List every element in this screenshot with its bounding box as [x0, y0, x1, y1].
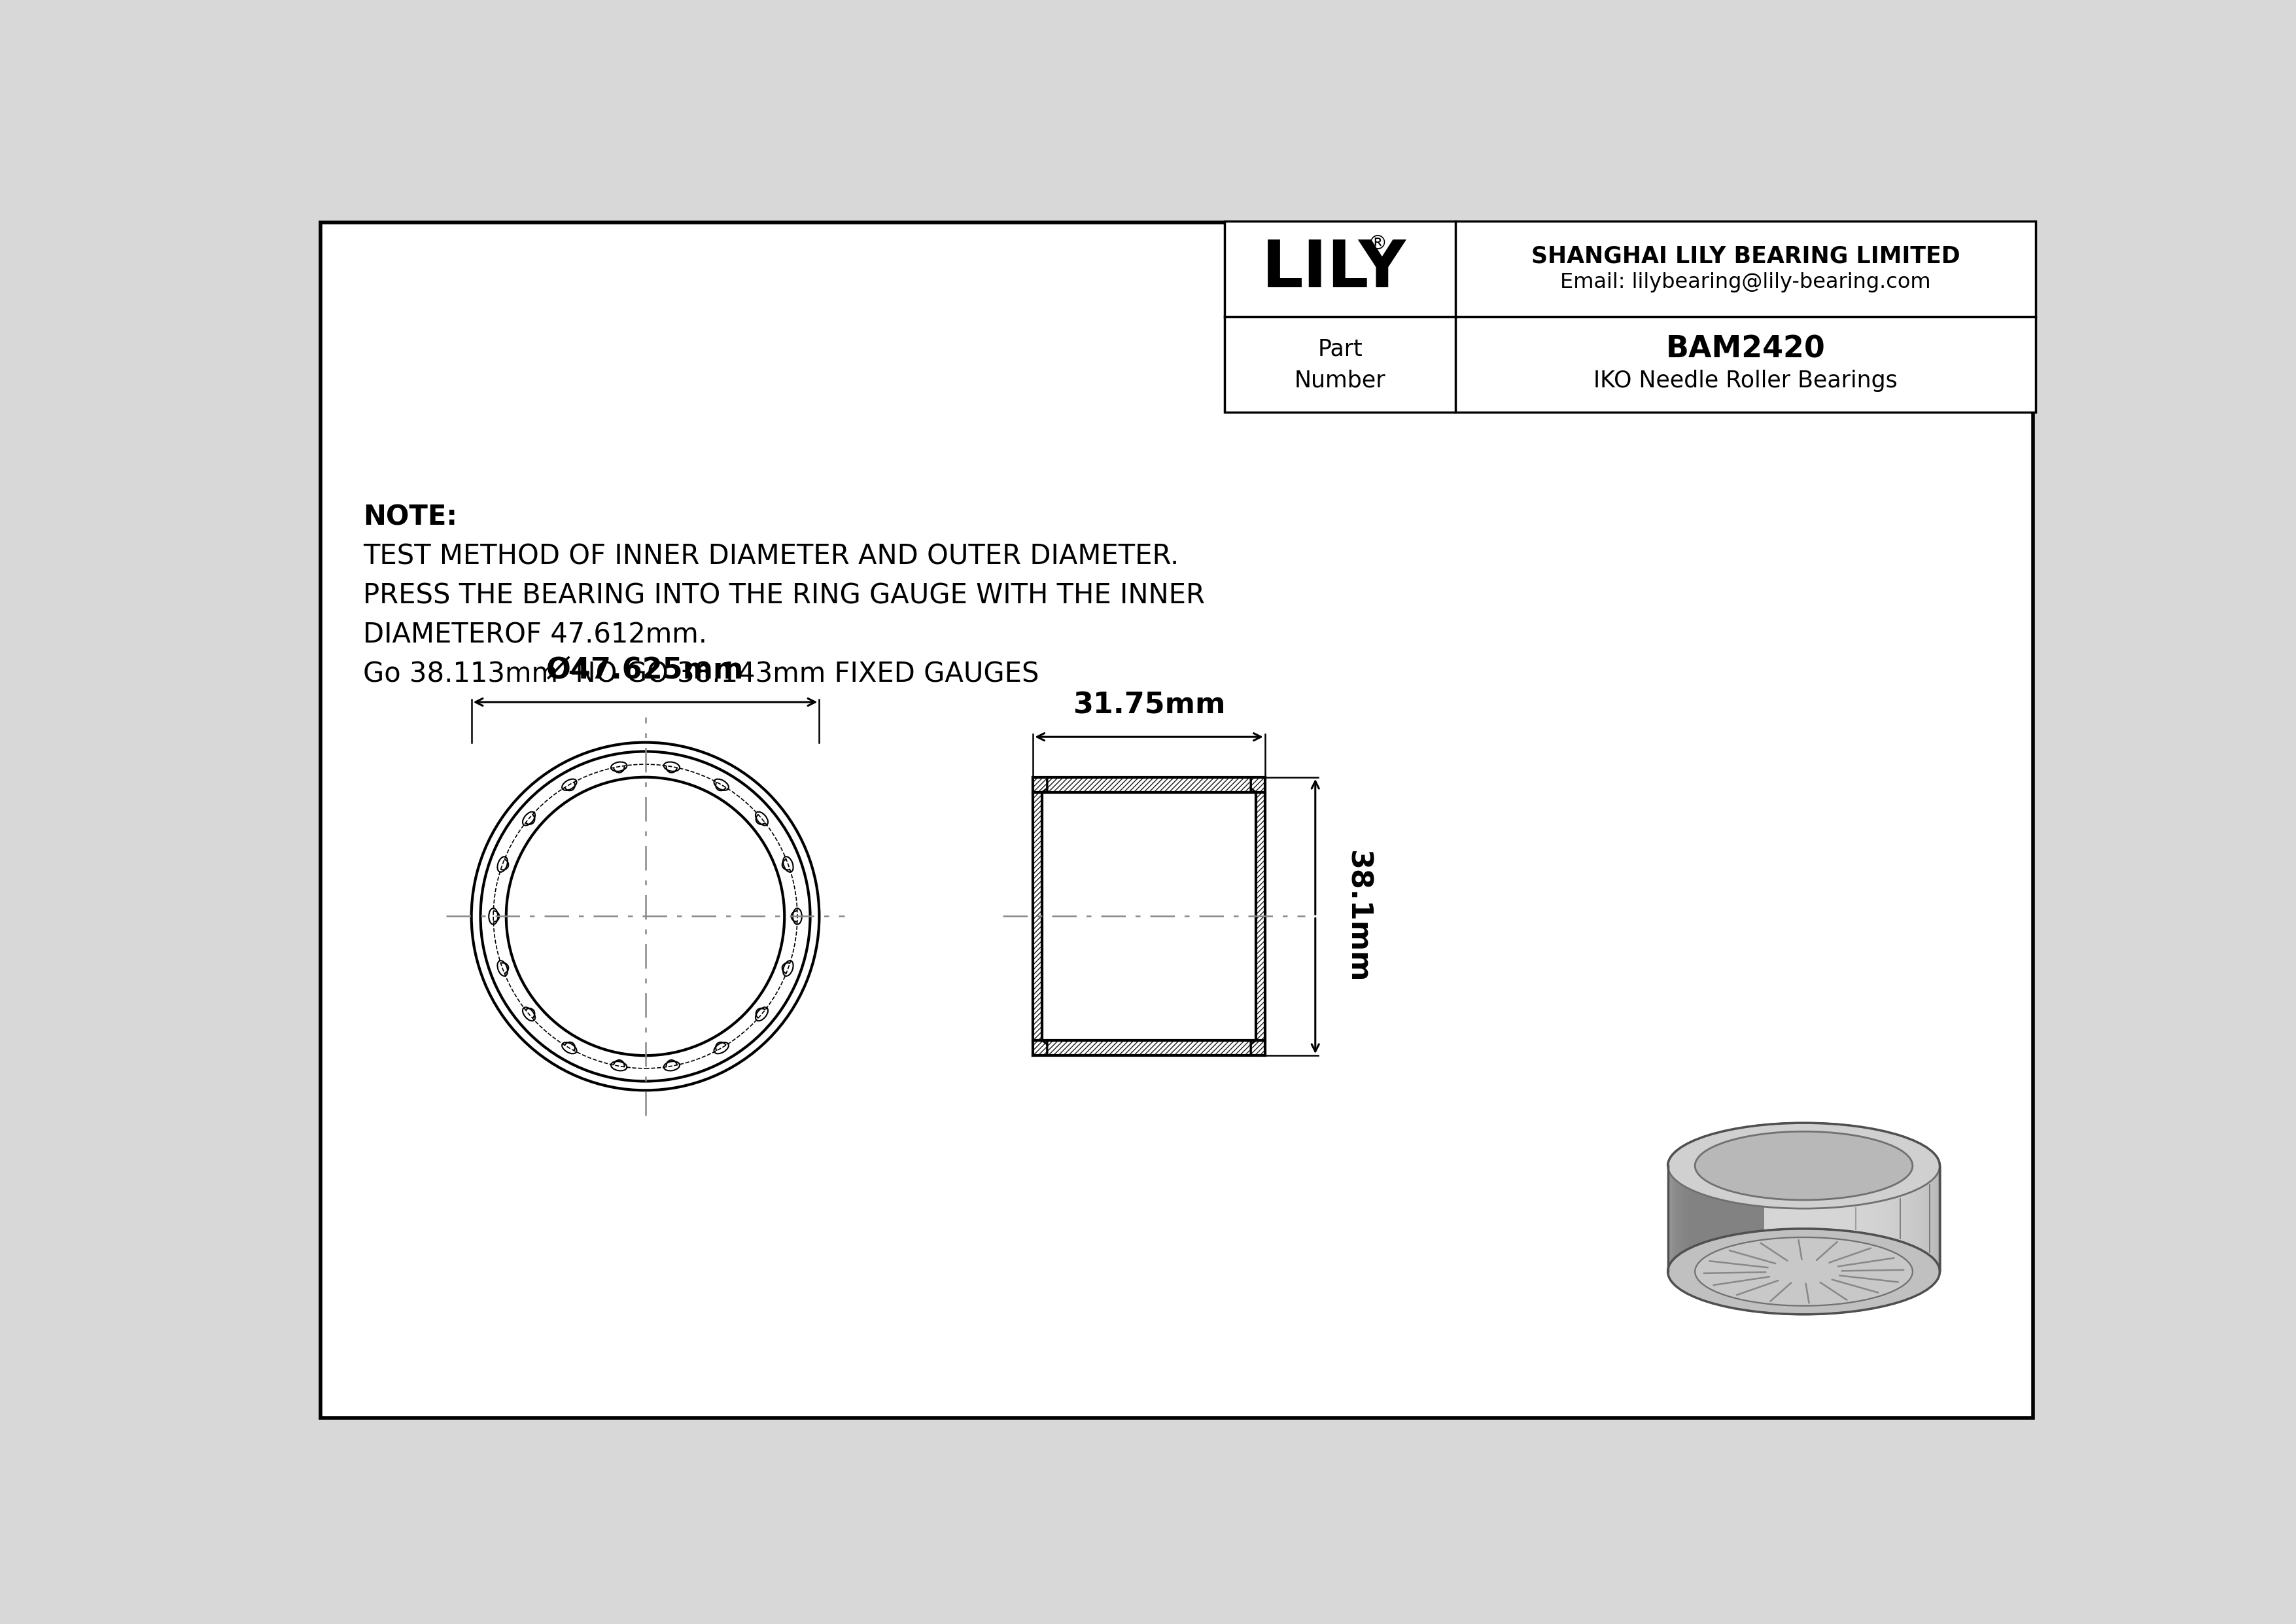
Text: IKO Needle Roller Bearings: IKO Needle Roller Bearings: [1593, 370, 1896, 391]
Text: SHANGHAI LILY BEARING LIMITED: SHANGHAI LILY BEARING LIMITED: [1531, 245, 1961, 266]
Bar: [1224, 221, 2037, 412]
Text: Part
Number: Part Number: [1295, 338, 1387, 391]
Ellipse shape: [1694, 1132, 1913, 1200]
Text: NOTE:: NOTE:: [363, 503, 457, 531]
Text: Ø47.625mm: Ø47.625mm: [546, 656, 744, 684]
Text: PRESS THE BEARING INTO THE RING GAUGE WITH THE INNER: PRESS THE BEARING INTO THE RING GAUGE WI…: [363, 581, 1205, 609]
Text: LILY: LILY: [1263, 237, 1407, 300]
Text: Go 38.113mm ·NO GO 38.143mm FIXED GAUGES: Go 38.113mm ·NO GO 38.143mm FIXED GAUGES: [363, 661, 1040, 689]
Text: Email: lilybearing@lily-bearing.com: Email: lilybearing@lily-bearing.com: [1561, 271, 1931, 292]
FancyBboxPatch shape: [1047, 778, 1251, 793]
Ellipse shape: [1667, 1229, 1940, 1314]
Text: DIAMETEROF 47.612mm.: DIAMETEROF 47.612mm.: [363, 620, 707, 648]
Polygon shape: [1694, 1166, 1913, 1272]
Text: BAM2420: BAM2420: [1667, 335, 1825, 364]
Ellipse shape: [1667, 1122, 1940, 1208]
Ellipse shape: [1694, 1237, 1913, 1306]
Text: 31.75mm: 31.75mm: [1072, 692, 1226, 719]
Text: TEST METHOD OF INNER DIAMETER AND OUTER DIAMETER.: TEST METHOD OF INNER DIAMETER AND OUTER …: [363, 542, 1180, 570]
FancyBboxPatch shape: [1047, 1041, 1251, 1056]
Text: 38.1mm: 38.1mm: [1343, 849, 1371, 983]
Text: ®: ®: [1368, 234, 1387, 253]
